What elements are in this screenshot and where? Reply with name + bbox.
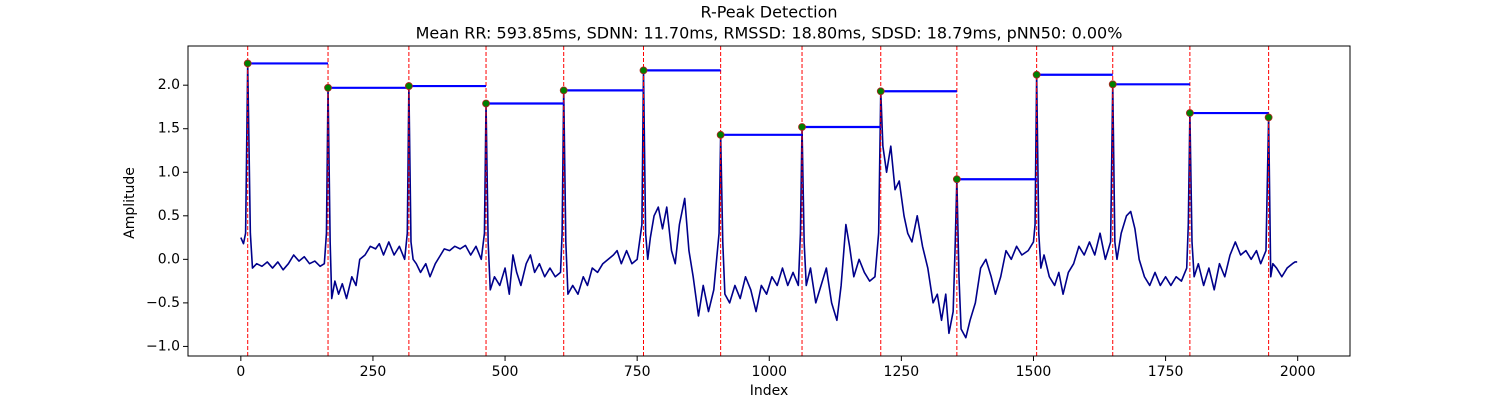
- x-tick-label: 1250: [884, 364, 920, 380]
- y-tick-label: 0.5: [158, 208, 180, 224]
- peak-point: [559, 86, 568, 95]
- y-tick-label: 1.5: [158, 121, 180, 137]
- peak-point: [482, 99, 490, 108]
- peak-point: [1108, 80, 1117, 89]
- chart-title: R-Peak Detection: [700, 3, 837, 22]
- peak-point: [324, 83, 332, 92]
- signal-line: [240, 62, 1298, 339]
- y-tick-label: −0.5: [146, 295, 180, 311]
- peak-point: [1185, 109, 1194, 117]
- x-tick-label: 1500: [1016, 364, 1052, 380]
- y-axis-label: Amplitude: [122, 167, 138, 239]
- peak-point: [1032, 70, 1041, 79]
- plot-area: [240, 46, 1298, 356]
- x-tick-label: 500: [492, 364, 519, 380]
- x-tick-label: 0: [236, 364, 245, 380]
- y-tick-label: 2.0: [158, 77, 180, 93]
- peak-point: [243, 59, 252, 68]
- x-axis-label: Index: [750, 383, 789, 399]
- peak-point: [404, 82, 413, 90]
- x-tick-label: 2000: [1280, 364, 1316, 380]
- y-tick-label: 1.0: [158, 164, 180, 180]
- peak-point: [952, 175, 961, 184]
- x-tick-label: 250: [360, 364, 387, 380]
- y-tick-label: 0.0: [158, 251, 180, 267]
- peak-point: [639, 66, 648, 75]
- y-tick-label: −1.0: [146, 338, 180, 354]
- chart-subtitle: Mean RR: 593.85ms, SDNN: 11.70ms, RMSSD:…: [416, 24, 1123, 43]
- x-tick-label: 1750: [1148, 364, 1184, 380]
- x-tick-label: 750: [624, 364, 651, 380]
- axes-frame: [187, 45, 1351, 357]
- x-tick-label: 1000: [751, 364, 787, 380]
- peak-point: [1264, 113, 1273, 122]
- peak-point: [876, 87, 885, 96]
- peak-point: [798, 123, 806, 131]
- peak-point: [716, 130, 725, 139]
